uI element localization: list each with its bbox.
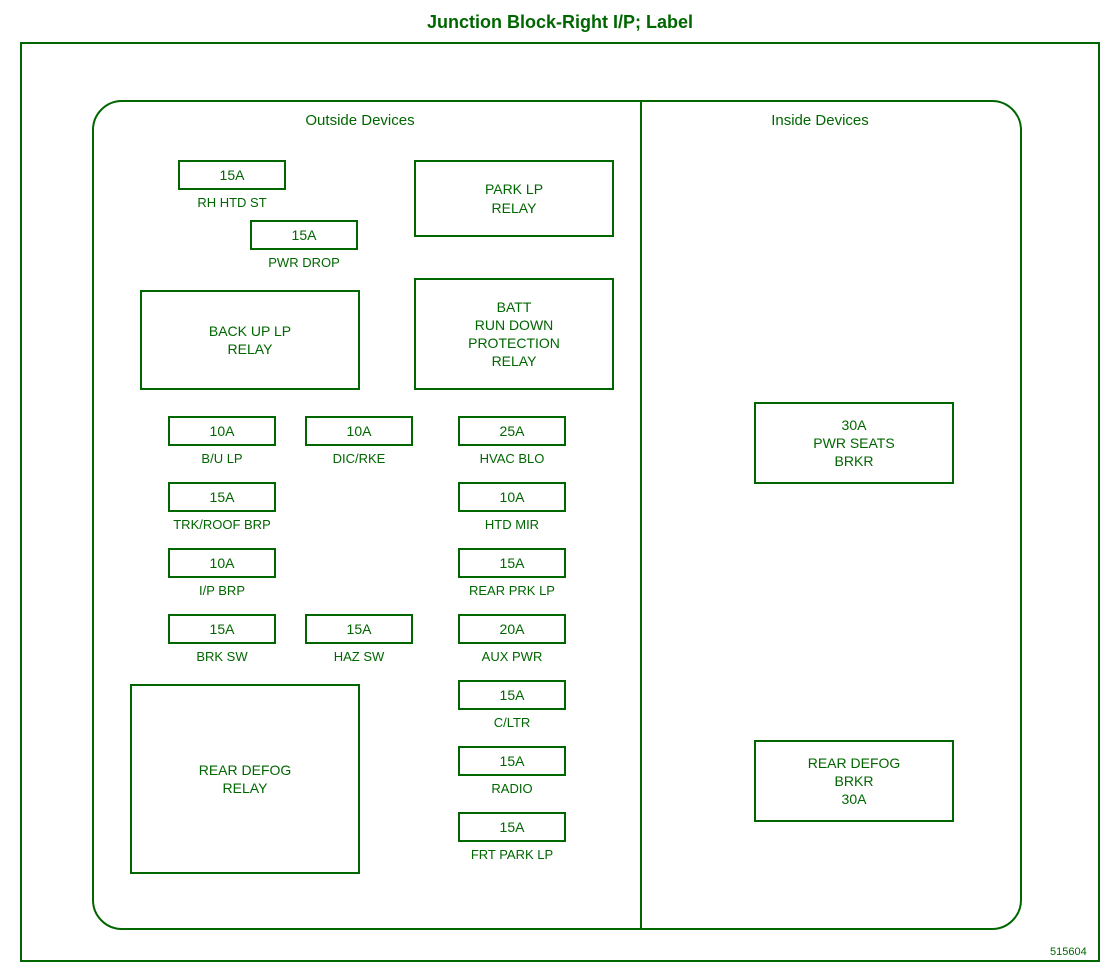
fuse-hvac-blo: 25A xyxy=(458,416,566,446)
fuse-brk-sw-caption: BRK SW xyxy=(168,649,276,664)
fuse-rear-prk: 15A xyxy=(458,548,566,578)
fuse-dic-rke: 10A xyxy=(305,416,413,446)
fuse-frt-park-caption: FRT PARK LP xyxy=(448,847,576,862)
relay-park-lp: PARK LP RELAY xyxy=(414,160,614,237)
fuse-radio-caption: RADIO xyxy=(458,781,566,796)
fuse-rear-prk-caption: REAR PRK LP xyxy=(448,583,576,598)
relay-batt: BATT RUN DOWN PROTECTION RELAY xyxy=(414,278,614,390)
fuse-ip-brp: 10A xyxy=(168,548,276,578)
fuse-dic-rke-caption: DIC/RKE xyxy=(305,451,413,466)
fuse-rh-htd-st: 15A xyxy=(178,160,286,190)
fuse-bu-lp-caption: B/U LP xyxy=(168,451,276,466)
fuse-frt-park: 15A xyxy=(458,812,566,842)
fuse-bu-lp: 10A xyxy=(168,416,276,446)
brkr-pwr-seats: 30A PWR SEATS BRKR xyxy=(754,402,954,484)
fuse-trk-roof: 15A xyxy=(168,482,276,512)
fuse-trk-roof-caption: TRK/ROOF BRP xyxy=(155,517,289,532)
fuse-cltr-caption: C/LTR xyxy=(458,715,566,730)
fuse-rh-htd-st-caption: RH HTD ST xyxy=(178,195,286,210)
document-number: 515604 xyxy=(1050,946,1087,958)
brkr-rear-defog: REAR DEFOG BRKR 30A xyxy=(754,740,954,822)
fuse-ip-brp-caption: I/P BRP xyxy=(168,583,276,598)
fuse-cltr: 15A xyxy=(458,680,566,710)
fuse-pwr-drop: 15A xyxy=(250,220,358,250)
fuse-aux-pwr-caption: AUX PWR xyxy=(458,649,566,664)
fuse-pwr-drop-caption: PWR DROP xyxy=(250,255,358,270)
fuse-haz-sw-caption: HAZ SW xyxy=(305,649,413,664)
fuse-htd-mir-caption: HTD MIR xyxy=(458,517,566,532)
fuse-aux-pwr: 20A xyxy=(458,614,566,644)
relay-backup-lp: BACK UP LP RELAY xyxy=(140,290,360,390)
label-inside-devices: Inside Devices xyxy=(720,112,920,129)
diagram-canvas: Junction Block-Right I/P; Label Outside … xyxy=(0,0,1120,980)
section-divider xyxy=(640,100,642,930)
fuse-htd-mir: 10A xyxy=(458,482,566,512)
fuse-haz-sw: 15A xyxy=(305,614,413,644)
diagram-title: Junction Block-Right I/P; Label xyxy=(0,12,1120,33)
fuse-hvac-blo-caption: HVAC BLO xyxy=(458,451,566,466)
fuse-brk-sw: 15A xyxy=(168,614,276,644)
label-outside-devices: Outside Devices xyxy=(260,112,460,129)
fuse-radio: 15A xyxy=(458,746,566,776)
relay-rear-defog: REAR DEFOG RELAY xyxy=(130,684,360,874)
